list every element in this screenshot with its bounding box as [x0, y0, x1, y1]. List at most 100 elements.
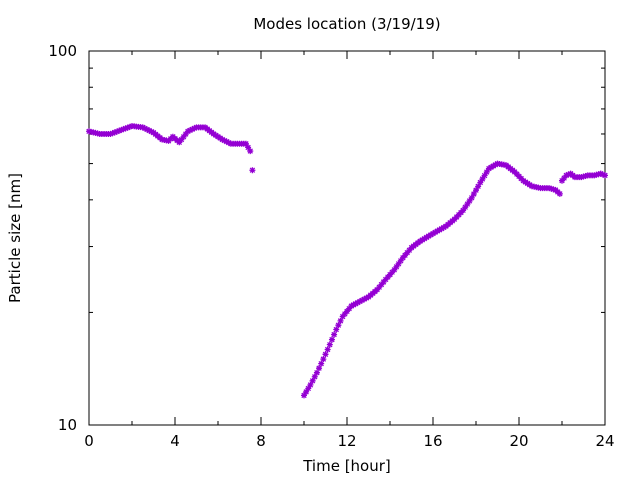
data-point — [335, 322, 342, 329]
data-point — [328, 336, 335, 343]
data-point — [556, 190, 563, 197]
data-point — [139, 124, 146, 131]
data-point — [438, 225, 445, 232]
data-point — [378, 281, 385, 288]
data-point — [440, 224, 447, 231]
data-point — [333, 326, 340, 333]
data-point — [406, 247, 413, 254]
data-point — [473, 187, 479, 194]
data-point — [346, 305, 353, 312]
data-points — [86, 123, 608, 399]
data-point — [402, 252, 409, 259]
data-point — [187, 127, 194, 134]
x-tick-label: 0 — [84, 432, 94, 450]
data-point — [182, 131, 189, 138]
data-point — [384, 274, 391, 281]
data-point — [320, 356, 327, 363]
data-point — [475, 183, 482, 190]
data-point — [339, 313, 346, 320]
data-point — [245, 144, 252, 151]
data-point — [393, 263, 400, 270]
data-point — [113, 128, 120, 135]
data-point — [120, 126, 127, 133]
data-point — [311, 373, 318, 380]
x-tick-label: 16 — [423, 432, 442, 450]
data-point — [307, 381, 314, 388]
data-point — [337, 317, 344, 324]
data-point — [387, 271, 393, 278]
data-point — [376, 284, 383, 291]
data-point — [602, 172, 608, 179]
data-point — [354, 299, 361, 306]
data-point — [221, 137, 228, 144]
data-point — [180, 133, 187, 140]
x-tick-label: 24 — [595, 432, 614, 450]
data-point — [483, 169, 490, 176]
x-tick-label: 8 — [256, 432, 266, 450]
x-axis-label: Time [hour] — [302, 457, 391, 475]
data-point — [565, 171, 572, 178]
data-point — [464, 201, 471, 208]
data-point — [359, 297, 366, 304]
data-point — [356, 298, 363, 305]
data-point — [191, 125, 198, 132]
data-point — [247, 148, 254, 155]
data-point — [348, 303, 355, 310]
data-point — [395, 260, 402, 267]
data-point — [352, 300, 359, 307]
data-point — [303, 388, 310, 395]
data-point — [341, 310, 348, 317]
data-point — [559, 177, 565, 184]
data-point — [462, 204, 469, 211]
data-point — [111, 129, 118, 136]
data-point — [305, 385, 312, 392]
x-tick-label: 12 — [337, 432, 356, 450]
data-point — [322, 351, 329, 358]
data-point — [189, 126, 196, 133]
data-point — [118, 126, 125, 133]
axis-ticks: 0 4 8 12 16 20 24 10 100 — [48, 42, 614, 450]
data-point — [141, 125, 148, 132]
data-point — [116, 127, 123, 134]
data-point — [466, 197, 473, 204]
data-point — [146, 127, 153, 134]
data-point — [380, 279, 387, 286]
data-point — [301, 392, 307, 399]
data-point — [242, 140, 249, 147]
data-point — [563, 172, 570, 179]
data-point — [363, 295, 370, 302]
data-point — [468, 194, 475, 201]
data-point — [318, 360, 325, 367]
data-point — [176, 139, 183, 146]
data-point — [481, 172, 488, 179]
data-point — [225, 139, 232, 146]
data-point — [397, 257, 404, 264]
data-point — [561, 175, 568, 182]
data-point — [391, 266, 398, 273]
data-point — [382, 276, 389, 283]
data-point — [350, 301, 357, 308]
data-point — [374, 286, 381, 293]
data-point — [399, 254, 406, 261]
data-point — [107, 130, 114, 137]
data-point — [313, 369, 320, 376]
data-point — [148, 128, 155, 135]
y-tick-label: 10 — [58, 416, 77, 434]
data-point — [109, 130, 116, 137]
y-tick-label: 100 — [48, 42, 77, 60]
chart-title: Modes location (3/19/19) — [253, 15, 440, 33]
data-point — [436, 226, 443, 233]
data-point — [599, 171, 606, 178]
data-point — [597, 170, 604, 177]
data-point — [470, 190, 477, 197]
y-axis-label: Particle size [nm] — [6, 173, 24, 303]
x-tick-label: 20 — [509, 432, 528, 450]
data-point — [326, 341, 333, 348]
data-point — [309, 377, 316, 384]
x-tick-label: 4 — [170, 432, 180, 450]
data-point — [324, 346, 331, 353]
data-point — [184, 128, 191, 135]
data-point — [460, 207, 467, 214]
